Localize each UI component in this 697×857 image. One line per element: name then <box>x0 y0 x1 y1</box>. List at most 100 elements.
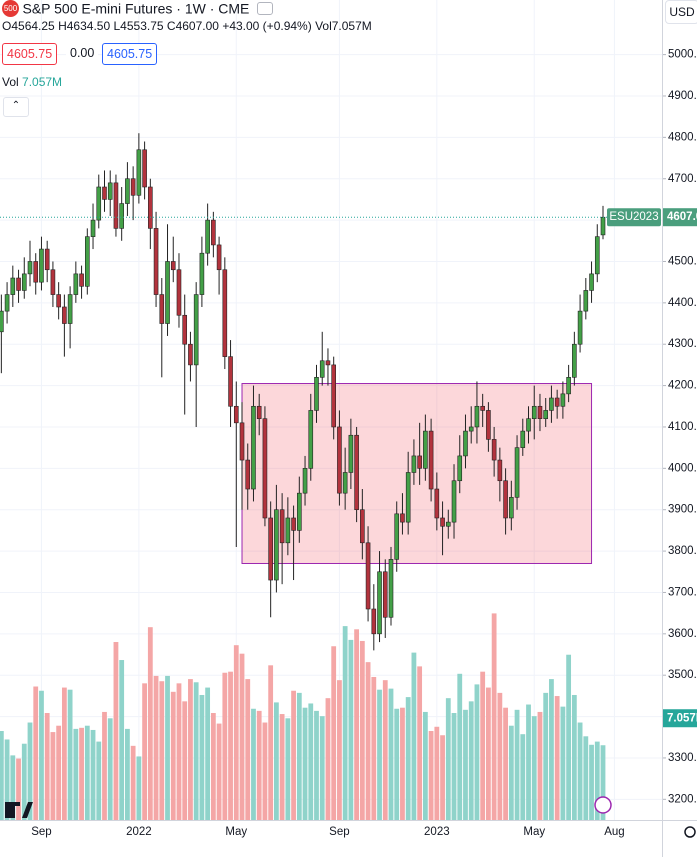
candle-body <box>291 517 296 531</box>
volume-bar <box>153 675 159 820</box>
volume-bar <box>0 731 4 820</box>
candle-body <box>262 418 268 519</box>
candle-body <box>16 277 21 291</box>
volume-bar <box>210 712 216 820</box>
y-tick-label: 4900.0 <box>668 90 697 102</box>
candle-body <box>371 608 377 635</box>
volume-bar <box>44 712 50 820</box>
y-tick-label: 4400.0 <box>668 297 697 309</box>
vol-value: 7.057M <box>331 19 372 33</box>
volume-bar <box>566 654 572 820</box>
candle-body <box>400 513 405 523</box>
volume-bar <box>159 681 165 820</box>
volume-bar <box>27 722 33 820</box>
volume-bar <box>79 727 84 820</box>
candle-body <box>526 418 531 432</box>
compare-button[interactable] <box>256 2 273 15</box>
candle-body <box>497 459 503 482</box>
volume-bar <box>4 739 10 820</box>
volume-bar <box>251 708 256 820</box>
volume-bar <box>354 629 360 820</box>
volume-bar <box>359 640 365 820</box>
vol-indicator-value: 7.057M <box>22 75 63 89</box>
volume-bar <box>497 692 503 820</box>
volume-bar <box>422 711 428 820</box>
volume-bar <box>205 687 211 820</box>
candle-body <box>440 517 445 527</box>
candle-body <box>583 290 589 312</box>
volume-legend: Vol 7.057M <box>2 75 62 89</box>
volume-bar <box>417 666 423 820</box>
volume-bar <box>273 702 279 820</box>
candle-body <box>50 269 56 295</box>
candle-body <box>113 182 119 229</box>
symbol-title: S&P 500 E-mini Futures · 1W · CME <box>22 0 250 17</box>
candle-body <box>107 182 113 200</box>
volume-tag-bg <box>663 709 697 728</box>
volume-bar <box>302 707 308 820</box>
volume-bar <box>394 708 400 820</box>
candle-body <box>319 360 325 378</box>
candle-body <box>314 377 319 411</box>
candle-body <box>33 261 39 283</box>
volume-bar <box>526 704 531 820</box>
x-tick-label: 2022 <box>126 826 152 838</box>
collapse-button[interactable]: ⌃ <box>3 97 29 117</box>
candle-body <box>331 364 336 428</box>
candle-body <box>96 186 102 221</box>
y-tick-label: 4200.0 <box>668 380 697 392</box>
volume-bar <box>382 680 388 820</box>
y-tick-label: 4100.0 <box>668 421 697 433</box>
volume-bar <box>400 707 405 820</box>
symbol-badge: 500 <box>2 0 19 17</box>
ohlc-legend: O4564.25 H4634.50 L4553.75 C4607.00 +43.… <box>2 19 372 33</box>
volume-bar <box>90 729 96 820</box>
tv-logo-mark <box>5 802 33 818</box>
volume-bar <box>589 744 594 820</box>
volume-bar <box>21 743 27 820</box>
volume-bar <box>147 627 153 820</box>
x-tick-label: Sep <box>31 826 51 838</box>
candle-body <box>216 244 222 271</box>
volume-tag: 7.057M <box>667 712 697 724</box>
volume-bar <box>107 718 113 820</box>
candle-body <box>245 459 251 490</box>
high-value: 4634.50 <box>66 19 111 33</box>
candle-body <box>491 439 497 461</box>
volume-bar <box>73 728 79 820</box>
candle-body <box>468 426 474 432</box>
volume-bar <box>549 679 554 820</box>
candle-body <box>428 430 434 490</box>
y-tick-label: 4700.0 <box>668 173 697 185</box>
y-tick-label: 3500.0 <box>668 669 697 681</box>
volume-bar <box>474 684 480 820</box>
candle-body <box>486 410 491 440</box>
candle-body <box>4 294 10 312</box>
volume-bar <box>486 687 491 820</box>
volume-bar <box>193 682 199 820</box>
candle-body <box>285 517 291 544</box>
sell-box[interactable]: 4605.75 <box>2 43 58 65</box>
price-tag: 4607.00 <box>667 211 697 223</box>
candle-body <box>279 509 285 544</box>
candle-body <box>543 410 549 419</box>
volume-bar <box>188 679 193 820</box>
buy-box[interactable]: 4605.75 <box>102 43 158 65</box>
currency[interactable]: USD <box>665 0 697 24</box>
candle-body <box>503 480 508 519</box>
candle-body <box>589 273 594 291</box>
y-tick-label: 3900.0 <box>668 504 697 516</box>
volume-bar <box>463 709 468 820</box>
x-tick-label: May <box>523 826 545 838</box>
candle-body <box>388 559 394 618</box>
volume-bar <box>130 745 136 820</box>
volume-bar <box>520 734 526 820</box>
candle-body <box>554 397 560 407</box>
candle-body <box>153 228 159 295</box>
volume-bar <box>222 672 228 820</box>
y-tick-label: 4800.0 <box>668 131 697 143</box>
candle-body <box>274 509 279 581</box>
candle-body <box>337 426 342 494</box>
volume-bar <box>125 728 130 820</box>
volume-bar <box>594 741 600 820</box>
